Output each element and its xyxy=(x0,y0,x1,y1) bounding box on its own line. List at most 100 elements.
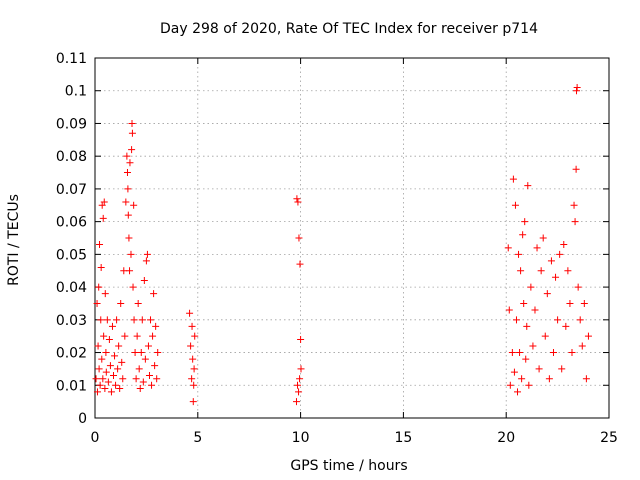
data-point xyxy=(520,299,528,307)
y-tick-label: 0.1 xyxy=(65,84,87,100)
data-point xyxy=(574,283,582,291)
data-point xyxy=(134,299,142,307)
data-point xyxy=(186,309,194,317)
data-point xyxy=(111,352,119,360)
x-axis: 0 5 10 15 20 25 xyxy=(91,58,618,446)
data-point xyxy=(504,244,512,252)
data-point xyxy=(128,129,136,137)
data-point xyxy=(191,332,199,340)
data-point xyxy=(92,375,100,383)
x-tick-label: 5 xyxy=(193,430,202,446)
data-point xyxy=(297,335,305,343)
data-point xyxy=(190,381,198,389)
data-point xyxy=(512,316,520,324)
data-point xyxy=(145,371,153,379)
data-point xyxy=(96,381,104,389)
x-axis-label: GPS time / hours xyxy=(290,458,407,474)
x-tick-label: 20 xyxy=(497,430,515,446)
x-tick-label: 15 xyxy=(394,430,412,446)
data-point xyxy=(568,349,576,357)
data-point xyxy=(188,322,196,330)
data-point xyxy=(110,371,118,379)
data-point xyxy=(125,234,133,242)
data-point xyxy=(130,201,138,209)
data-point xyxy=(98,355,106,363)
data-point xyxy=(518,375,526,383)
data-point xyxy=(138,316,146,324)
data-point xyxy=(562,322,570,330)
data-point xyxy=(121,332,129,340)
data-point xyxy=(101,290,109,298)
data-point xyxy=(187,342,195,350)
data-point xyxy=(95,283,103,291)
y-tick-label: 0.06 xyxy=(56,215,87,231)
data-point xyxy=(537,267,545,275)
data-point xyxy=(514,388,522,396)
data-point xyxy=(112,381,120,389)
data-point xyxy=(533,244,541,252)
data-point xyxy=(294,198,302,206)
data-point xyxy=(524,182,532,190)
data-point xyxy=(129,283,137,291)
data-point xyxy=(118,358,126,366)
data-point xyxy=(133,332,141,340)
data-point xyxy=(128,119,136,127)
data-point xyxy=(123,169,131,177)
data-point xyxy=(152,322,160,330)
data-point xyxy=(149,332,157,340)
data-point xyxy=(294,381,302,389)
chart-title: Day 298 of 2020, Rate Of TEC Index for r… xyxy=(160,21,538,37)
data-point xyxy=(572,165,580,173)
data-point xyxy=(126,159,134,167)
data-point xyxy=(523,322,531,330)
data-point xyxy=(525,381,533,389)
data-point xyxy=(139,378,147,386)
y-tick-label: 0.07 xyxy=(56,182,87,198)
y-axis: 0 0.01 0.02 0.03 0.04 0.05 0.06 0.07 0.08 0.09 0.1… xyxy=(56,51,609,427)
data-point xyxy=(106,362,114,370)
data-point xyxy=(529,342,537,350)
data-point xyxy=(189,398,197,406)
plot-frame xyxy=(94,57,610,419)
data-point xyxy=(97,316,105,324)
data-point xyxy=(130,316,138,324)
data-point xyxy=(119,375,127,383)
data-point xyxy=(141,355,149,363)
data-point xyxy=(580,299,588,307)
data-points xyxy=(92,83,592,406)
data-point xyxy=(131,349,139,357)
data-point xyxy=(511,201,519,209)
y-tick-label: 0 xyxy=(78,411,87,427)
data-point xyxy=(102,349,110,357)
data-point xyxy=(560,241,568,249)
data-point xyxy=(135,365,143,373)
data-point xyxy=(573,83,581,91)
data-point xyxy=(102,368,110,376)
data-point xyxy=(151,362,159,370)
data-point xyxy=(104,378,112,386)
data-point xyxy=(296,375,304,383)
data-point xyxy=(97,263,105,271)
data-point xyxy=(136,385,144,393)
y-axis-label: ROTI / TECUs xyxy=(6,194,22,286)
data-point xyxy=(545,375,553,383)
data-point xyxy=(124,211,132,219)
data-point xyxy=(190,365,198,373)
data-point xyxy=(108,322,116,330)
data-point xyxy=(99,214,107,222)
y-tick-label: 0.03 xyxy=(56,313,87,329)
data-point xyxy=(99,375,107,383)
data-point xyxy=(510,368,518,376)
data-point xyxy=(527,283,535,291)
data-point xyxy=(556,250,564,258)
data-point xyxy=(292,398,300,406)
data-point xyxy=(508,349,516,357)
data-point xyxy=(517,267,525,275)
data-point xyxy=(113,316,121,324)
data-point xyxy=(115,342,123,350)
data-point xyxy=(541,332,549,340)
data-point xyxy=(126,267,134,275)
y-tick-label: 0.11 xyxy=(56,51,87,67)
data-point xyxy=(148,381,156,389)
data-point xyxy=(535,365,543,373)
